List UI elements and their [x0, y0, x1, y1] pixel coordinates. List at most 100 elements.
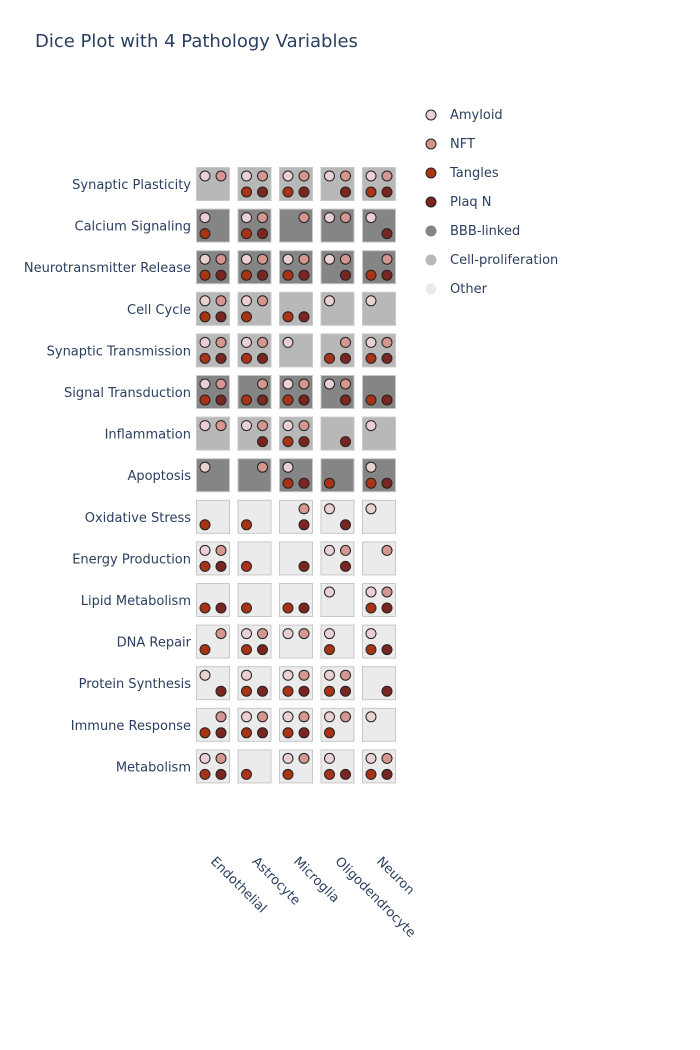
dice-dot — [381, 186, 393, 198]
dice-dot — [324, 669, 335, 681]
dice-dot — [298, 269, 310, 281]
dice-dot — [257, 295, 268, 307]
legend-marker — [425, 109, 437, 121]
dice-dot — [324, 586, 335, 598]
dice-dot — [199, 212, 211, 224]
dice-dot — [324, 352, 335, 364]
dice-dot — [282, 378, 294, 390]
dice-dot — [215, 269, 227, 281]
dice-dot — [241, 685, 252, 697]
dice-dot — [365, 420, 377, 432]
chart-title: Dice Plot with 4 Pathology Variables — [35, 31, 358, 52]
dice-dot — [282, 186, 294, 198]
dice-dot — [215, 768, 227, 780]
dice-dot — [340, 212, 351, 224]
dice-dot — [241, 669, 252, 681]
dice-dot — [241, 644, 252, 656]
row-label: Inflammation — [105, 428, 191, 443]
dice-dot — [324, 644, 335, 656]
dice-dot — [340, 711, 351, 723]
dice-dot — [199, 311, 211, 323]
dice-dot — [257, 711, 268, 723]
dice-dot — [282, 269, 294, 281]
dice-dot — [215, 394, 227, 406]
legend-marker — [425, 138, 437, 150]
dice-dot — [241, 727, 252, 739]
dice-dot — [324, 768, 335, 780]
dice-dot — [324, 253, 335, 265]
dice-dot — [257, 628, 268, 640]
dice-dot — [282, 752, 294, 764]
dice-dot — [381, 170, 393, 182]
dice-dot — [324, 727, 335, 739]
dice-dot — [298, 420, 310, 432]
dice-dot — [340, 768, 351, 780]
row-label: Synaptic Transmission — [47, 344, 191, 359]
dice-dot — [215, 560, 227, 572]
dice-dot — [340, 336, 351, 348]
dice-dot — [340, 352, 351, 364]
dice-dot — [282, 602, 294, 614]
dice-dot — [241, 212, 252, 224]
dice-dot — [241, 560, 252, 572]
dice-dot — [257, 727, 268, 739]
dice-dot — [298, 212, 310, 224]
dice-dot — [381, 336, 393, 348]
dice-dot — [381, 544, 393, 556]
dice-dot — [215, 727, 227, 739]
dice-dot — [199, 336, 211, 348]
dice-dot — [257, 461, 268, 473]
dice-dot — [199, 228, 211, 240]
dice-dot — [282, 768, 294, 780]
dice-dot — [199, 560, 211, 572]
dice-dot — [241, 711, 252, 723]
dice-dot — [215, 711, 227, 723]
dice-dot — [298, 560, 310, 572]
dice-dot — [215, 253, 227, 265]
dice-dot — [340, 269, 351, 281]
dice-dot — [257, 212, 268, 224]
dice-dot — [365, 461, 377, 473]
dice-dot — [381, 586, 393, 598]
dice-dot — [241, 336, 252, 348]
dice-dot — [365, 212, 377, 224]
dice-dot — [257, 269, 268, 281]
dice-dot — [241, 311, 252, 323]
dice-box — [362, 416, 396, 451]
dice-dot — [340, 436, 351, 448]
dice-dot — [215, 685, 227, 697]
dice-dot — [365, 768, 377, 780]
row-label: Neurotransmitter Release — [24, 261, 191, 276]
dice-dot — [365, 336, 377, 348]
row-label: Signal Transduction — [64, 386, 191, 401]
dice-dot — [298, 311, 310, 323]
legend-label: BBB-linked — [450, 224, 520, 239]
dice-dot — [340, 394, 351, 406]
dice-dot — [298, 752, 310, 764]
dice-dot — [365, 602, 377, 614]
dice-dot — [282, 477, 294, 489]
row-label: Synaptic Plasticity — [72, 178, 191, 193]
dice-dot — [241, 394, 252, 406]
dice-dot — [365, 711, 377, 723]
dice-dot — [381, 269, 393, 281]
dice-box — [237, 541, 272, 576]
dice-dot — [257, 394, 268, 406]
row-label: Energy Production — [72, 552, 191, 567]
row-label: Calcium Signaling — [75, 220, 192, 235]
dice-dot — [298, 378, 310, 390]
legend-label: NFT — [450, 137, 475, 152]
dice-dot — [199, 269, 211, 281]
dice-dot — [298, 519, 310, 531]
dice-dot — [241, 768, 252, 780]
dice-dot — [215, 420, 227, 432]
dice-dot — [381, 253, 393, 265]
dice-dot — [298, 503, 310, 515]
dice-dot — [199, 602, 211, 614]
dice-dot — [365, 503, 377, 515]
dice-dot — [282, 628, 294, 640]
dice-dot — [257, 436, 268, 448]
dice-dot — [340, 253, 351, 265]
dice-dot — [199, 544, 211, 556]
